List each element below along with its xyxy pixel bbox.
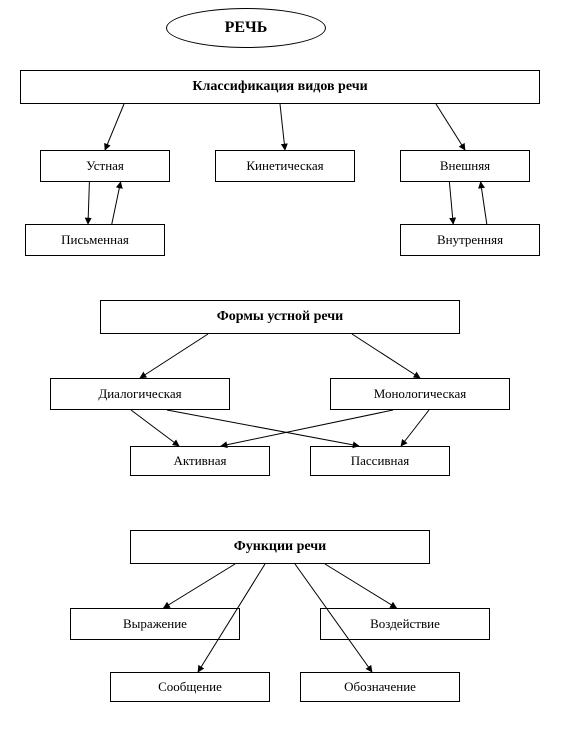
title-label: РЕЧЬ (225, 19, 268, 37)
functions-header: Функции речи (130, 530, 430, 564)
node-vnutrennyaya: Внутренняя (400, 224, 540, 256)
node-oboznachenie: Обозначение (300, 672, 460, 702)
node-ustnaya-label: Устная (86, 158, 124, 174)
node-vozdeystvie-label: Воздействие (370, 616, 440, 632)
node-vnutrennyaya-label: Внутренняя (437, 232, 503, 248)
node-vneshnyaya-label: Внешняя (440, 158, 490, 174)
classification-header: Классификация видов речи (20, 70, 540, 104)
forms-header-label: Формы устной речи (217, 309, 343, 325)
classification-header-label: Классификация видов речи (192, 79, 367, 95)
edge-classHeader-ustnaya (105, 104, 124, 150)
node-monologicheskaya-label: Монологическая (374, 386, 467, 402)
node-passivnaya-label: Пассивная (351, 453, 410, 469)
edge-pismen-ustnaya (112, 182, 121, 224)
edge-funcHeader-vozd (325, 564, 397, 608)
node-vneshnyaya: Внешняя (400, 150, 530, 182)
edge-classHeader-vneshn (436, 104, 465, 150)
node-passivnaya: Пассивная (310, 446, 450, 476)
node-vyrazhenie-label: Выражение (123, 616, 187, 632)
node-soobshenie: Сообщение (110, 672, 270, 702)
node-aktivnaya: Активная (130, 446, 270, 476)
node-vozdeystvie: Воздействие (320, 608, 490, 640)
node-kineticheskaya-label: Кинетическая (246, 158, 323, 174)
node-kineticheskaya: Кинетическая (215, 150, 355, 182)
node-oboznachenie-label: Обозначение (344, 679, 416, 695)
edge-vnutr-vneshn (481, 182, 487, 224)
functions-header-label: Функции речи (234, 539, 326, 555)
forms-header: Формы устной речи (100, 300, 460, 334)
edge-dialog-passive (167, 410, 359, 446)
edge-monolog-active (221, 410, 393, 446)
edge-formsHeader-monolog (352, 334, 420, 378)
node-monologicheskaya: Монологическая (330, 378, 510, 410)
node-ustnaya: Устная (40, 150, 170, 182)
node-vyrazhenie: Выражение (70, 608, 240, 640)
edge-funcHeader-vyrazh (164, 564, 236, 608)
edge-monolog-passive (401, 410, 429, 446)
edge-ustnaya-pismen (88, 182, 89, 224)
edge-classHeader-kinet (280, 104, 285, 150)
node-soobshenie-label: Сообщение (158, 679, 222, 695)
node-pismennaya-label: Письменная (61, 232, 129, 248)
edge-dialog-active (131, 410, 179, 446)
edge-vneshn-vnutr (449, 182, 453, 224)
node-aktivnaya-label: Активная (173, 453, 226, 469)
node-dialogicheskaya-label: Диалогическая (98, 386, 181, 402)
node-dialogicheskaya: Диалогическая (50, 378, 230, 410)
node-pismennaya: Письменная (25, 224, 165, 256)
title-ellipse: РЕЧЬ (166, 8, 326, 48)
edge-formsHeader-dialog (140, 334, 208, 378)
